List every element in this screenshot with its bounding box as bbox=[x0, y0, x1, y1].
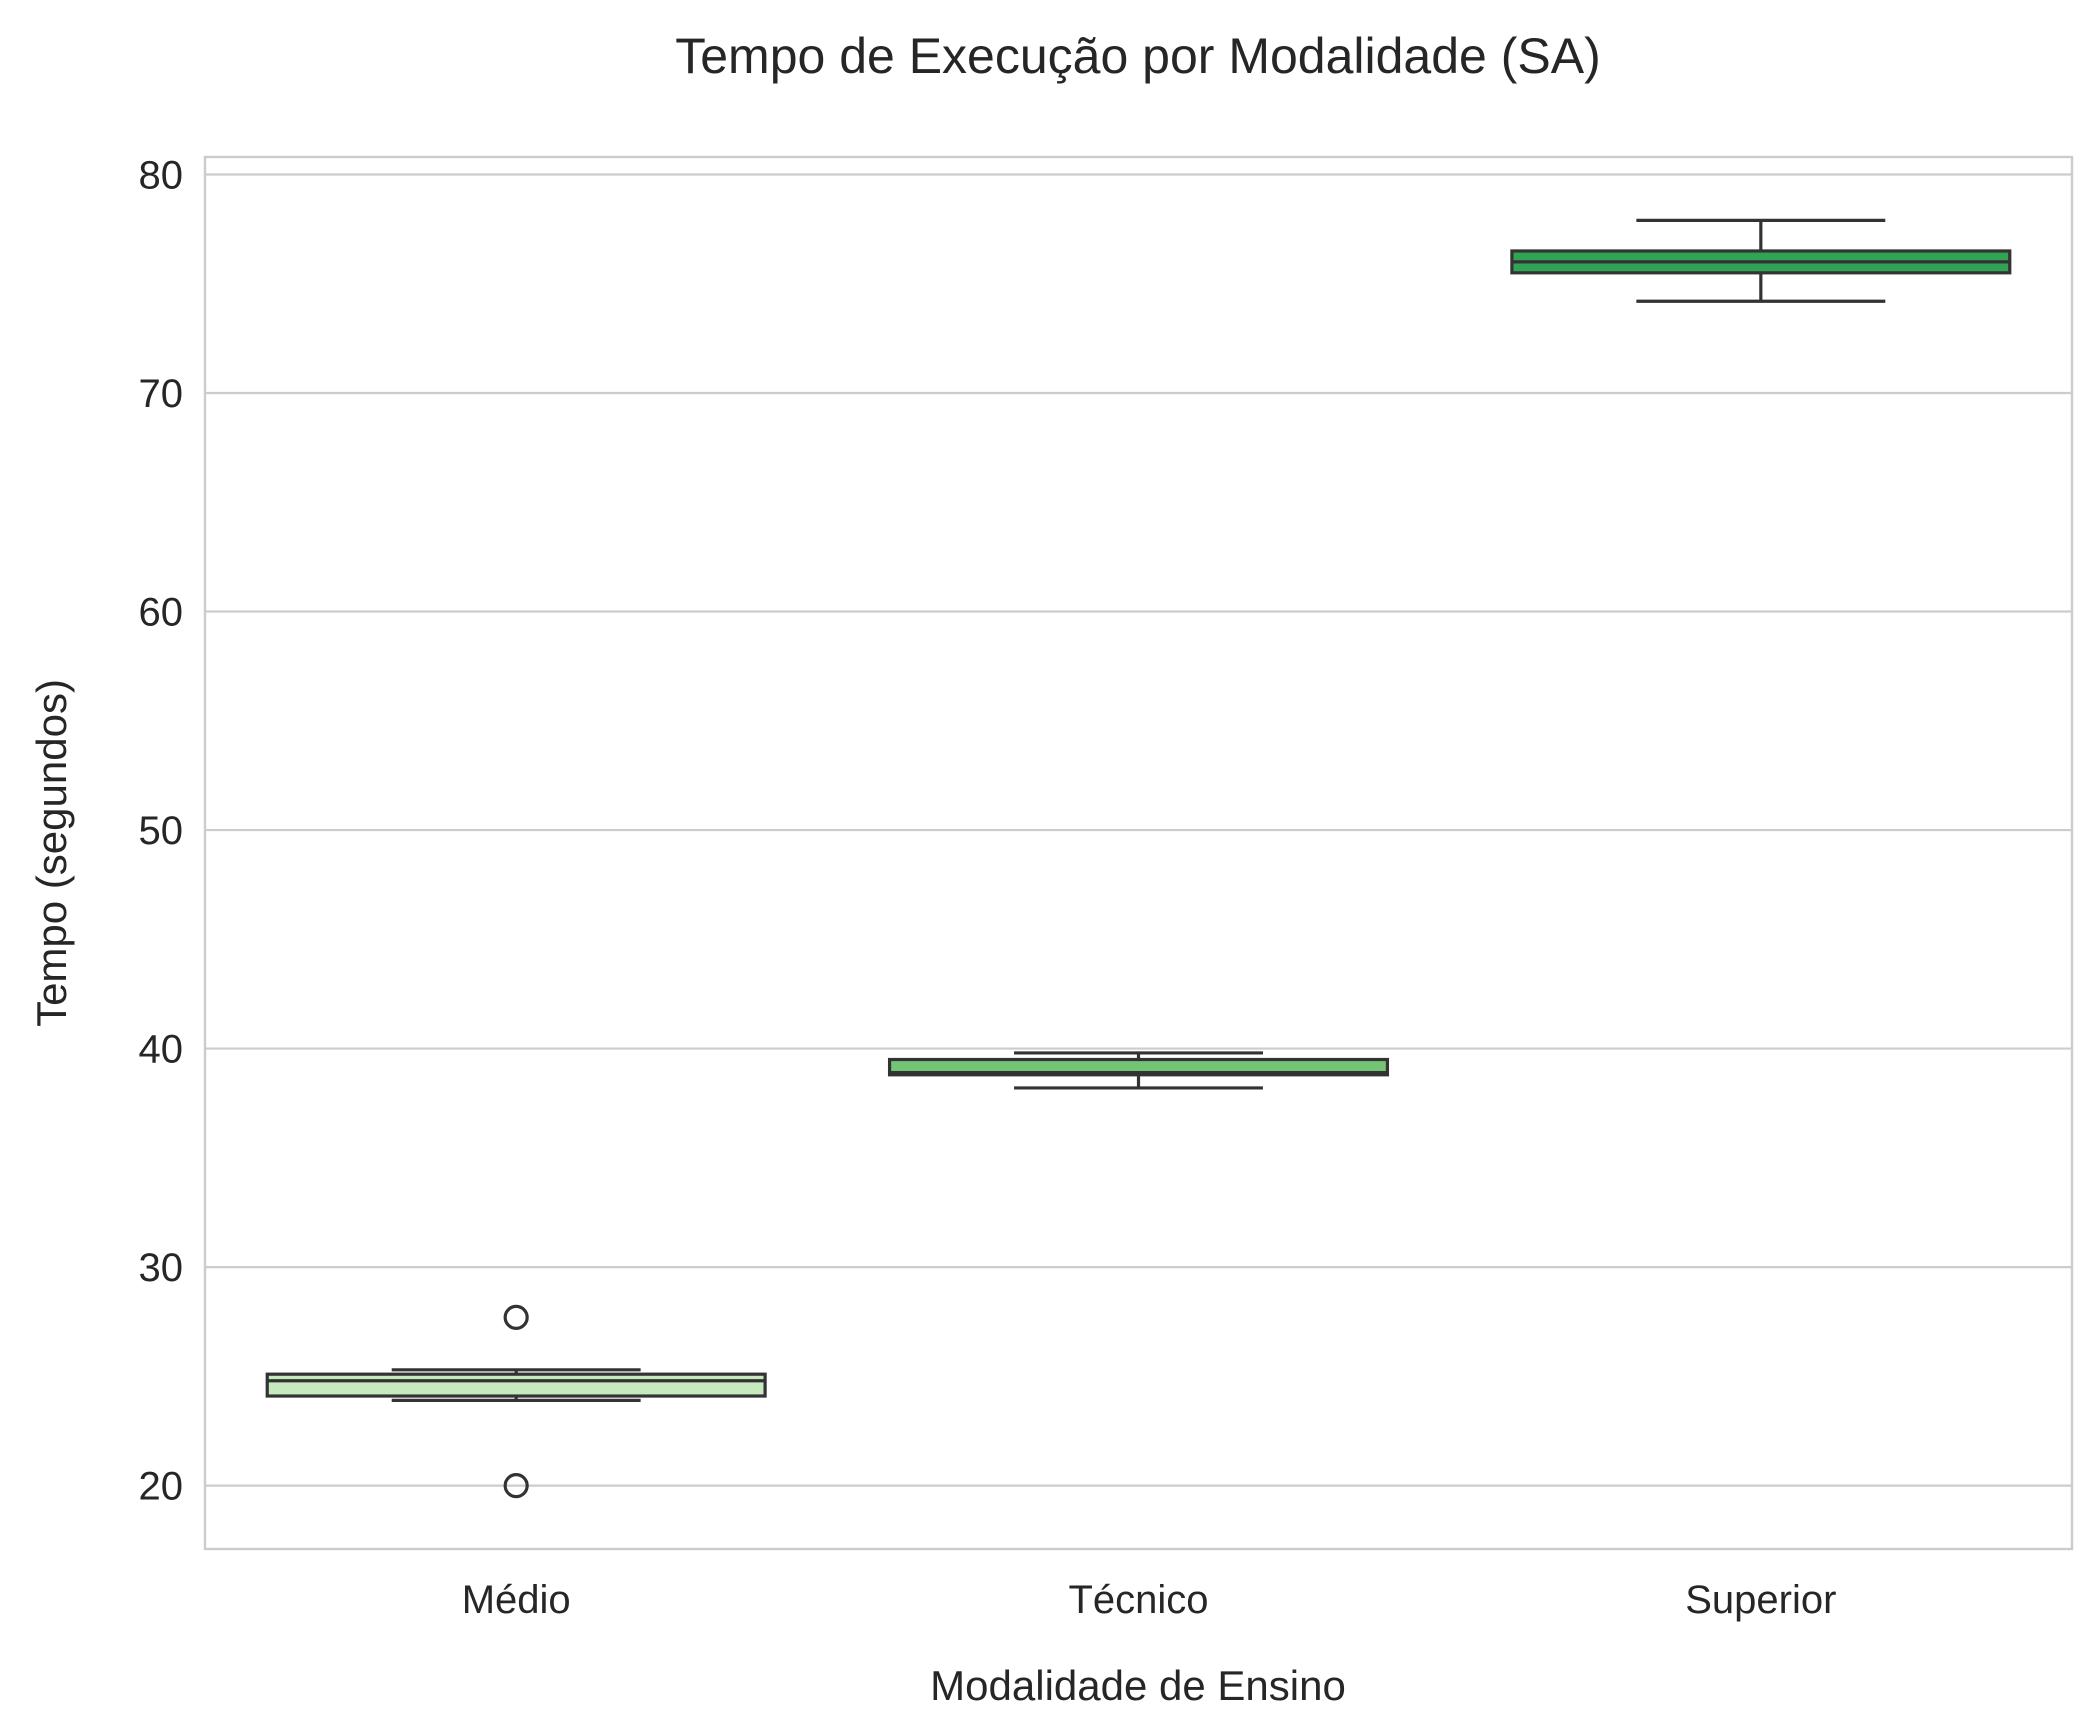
y-tick-label-50: 50 bbox=[139, 809, 184, 853]
x-tick-label-0: Médio bbox=[462, 1578, 571, 1622]
outlier-0-1 bbox=[503, 1473, 529, 1499]
y-tick-label-20: 20 bbox=[139, 1465, 184, 1509]
box-group-0 bbox=[265, 1304, 767, 1499]
x-tick-label-2: Superior bbox=[1685, 1578, 1836, 1622]
plot-frame bbox=[203, 155, 2074, 1551]
y-tick-labels: 20 30 40 50 60 70 80 bbox=[139, 153, 184, 1508]
y-axis-label: Tempo (segundos) bbox=[28, 679, 75, 1027]
x-tick-labels: Médio Técnico Superior bbox=[462, 1578, 1837, 1622]
outlier-0-0 bbox=[503, 1304, 529, 1330]
y-tick-label-80: 80 bbox=[139, 153, 184, 197]
x-tick-label-1: Técnico bbox=[1068, 1578, 1208, 1622]
grid-layer bbox=[205, 173, 2072, 1487]
box-0 bbox=[265, 1372, 767, 1398]
y-tick-label-60: 60 bbox=[139, 591, 184, 635]
y-tick-label-30: 30 bbox=[139, 1246, 184, 1290]
box-1 bbox=[887, 1057, 1390, 1077]
box-group-1 bbox=[887, 1051, 1390, 1090]
y-tick-label-70: 70 bbox=[139, 372, 184, 416]
x-axis-label: Modalidade de Ensino bbox=[930, 1662, 1346, 1709]
box-group-2 bbox=[1510, 218, 2012, 303]
marks-layer bbox=[265, 218, 2012, 1499]
y-tick-label-40: 40 bbox=[139, 1028, 184, 1072]
chart-title: Tempo de Execução por Modalidade (SA) bbox=[675, 28, 1601, 84]
